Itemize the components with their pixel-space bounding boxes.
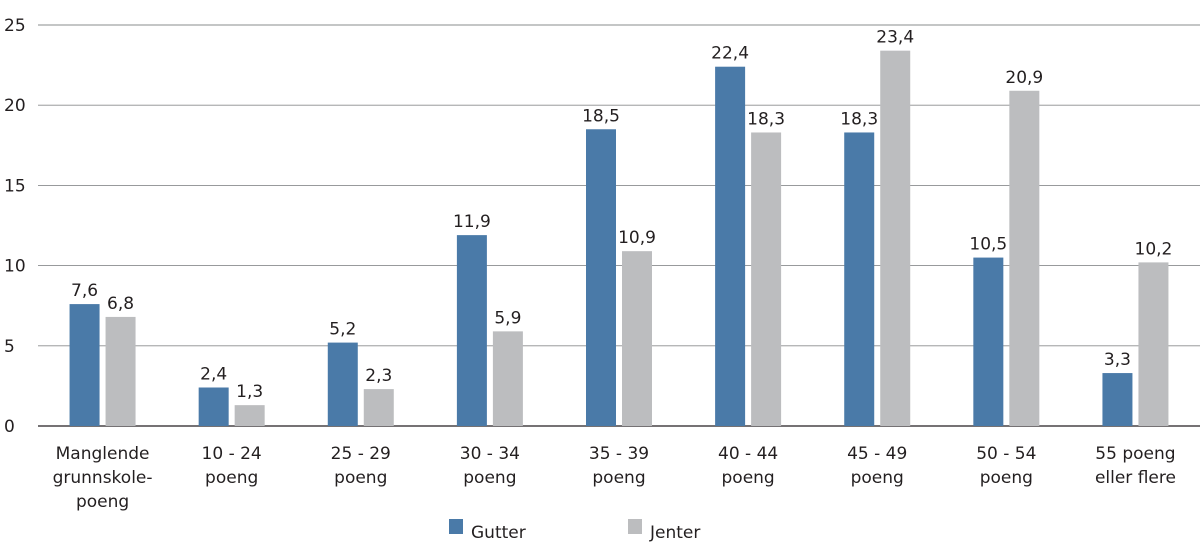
data-label: 6,8 (107, 294, 134, 314)
data-label: 10,5 (969, 235, 1007, 255)
data-label: 2,4 (200, 365, 227, 385)
legend-swatch (449, 519, 463, 534)
bar-jenter (880, 50, 911, 426)
bar-gutter (844, 132, 875, 426)
bar-jenter (622, 251, 652, 426)
data-label: 3,3 (1104, 350, 1131, 370)
x-category-label: poeng (76, 492, 129, 512)
x-category-label: poeng (722, 468, 775, 488)
legend-label: Jenter (649, 523, 700, 543)
bar-jenter (1009, 90, 1040, 426)
data-label: 11,9 (453, 212, 491, 232)
x-category-label: poeng (592, 468, 645, 488)
x-category-label: grunnskole- (53, 468, 153, 488)
data-label: 22,4 (711, 44, 749, 64)
y-tick-label: 20 (4, 96, 26, 116)
bar-jenter (492, 331, 523, 426)
bar-gutter (586, 129, 616, 426)
bar-gutter (715, 66, 746, 426)
bar-gutter (456, 235, 487, 426)
x-category-label: 50 - 54 (976, 444, 1036, 464)
legend-swatch (628, 519, 642, 534)
y-tick-label: 0 (4, 417, 15, 437)
x-category-label: poeng (205, 468, 258, 488)
y-tick-label: 10 (4, 257, 26, 277)
x-category-label: poeng (980, 468, 1033, 488)
legend-label: Gutter (471, 523, 526, 543)
y-tick-label: 25 (4, 16, 26, 36)
y-tick-label: 15 (4, 176, 26, 196)
data-label: 20,9 (1005, 68, 1043, 88)
x-category-label: poeng (463, 468, 516, 488)
data-label: 10,2 (1135, 239, 1173, 259)
x-category-label: 30 - 34 (460, 444, 520, 464)
bar-gutter (198, 387, 229, 426)
x-category-label: 35 - 39 (589, 444, 649, 464)
data-label: 2,3 (365, 366, 392, 386)
bar-jenter (363, 389, 394, 426)
data-label: 5,9 (494, 308, 521, 328)
gridlines (38, 24, 1200, 427)
bar-gutter (1102, 373, 1133, 426)
bar-jenter (234, 405, 265, 426)
x-category-label: Manglende (56, 444, 150, 464)
data-label: 18,3 (840, 109, 878, 129)
data-label: 5,2 (329, 320, 356, 340)
bars (69, 50, 1169, 426)
x-category-label: 55 poeng (1095, 444, 1175, 464)
y-tick-label: 5 (4, 337, 15, 357)
x-category-label: poeng (851, 468, 904, 488)
x-category-label: 40 - 44 (718, 444, 778, 464)
data-label: 10,9 (618, 228, 656, 248)
bar-gutter (973, 257, 1004, 426)
x-category-label: 10 - 24 (202, 444, 262, 464)
legend: Gutter Jenter (449, 519, 700, 543)
data-label: 1,3 (236, 382, 263, 402)
bar-gutter (69, 304, 100, 426)
bar-jenter (1138, 262, 1169, 426)
bar-gutter (327, 342, 358, 426)
x-category-label: 25 - 29 (331, 444, 391, 464)
data-labels: 7,6 6,8 2,4 1,3 5,2 2,3 11,9 5,9 18,5 10,9 22,4 18,… (71, 28, 1172, 402)
x-category-label: 45 - 49 (847, 444, 907, 464)
data-label: 23,4 (876, 28, 914, 48)
bar-jenter (105, 316, 136, 426)
data-label: 7,6 (71, 281, 98, 301)
y-axis-ticks: 0 5 10 15 20 25 (4, 16, 26, 437)
data-label: 18,5 (582, 106, 620, 126)
x-category-label: poeng (334, 468, 387, 488)
bar-jenter (751, 132, 782, 426)
x-axis-categories: Manglende grunnskole-poeng 10 - 24 poeng 25 … (53, 444, 1176, 512)
x-category-label: eller flere (1095, 468, 1176, 488)
data-label: 18,3 (747, 109, 785, 129)
